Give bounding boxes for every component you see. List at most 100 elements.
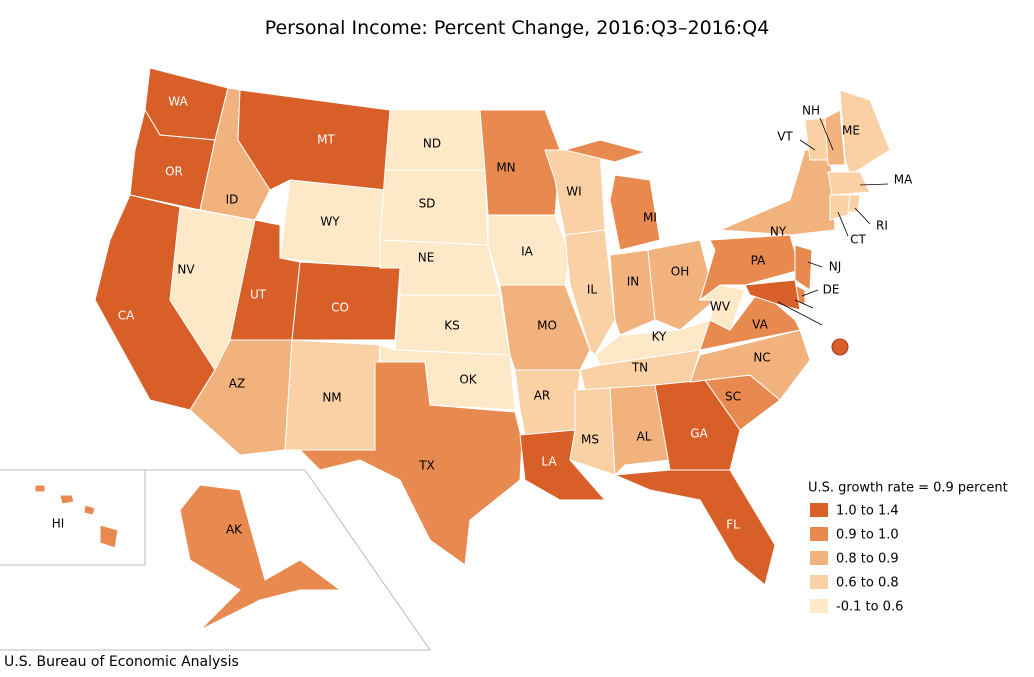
legend-label: 0.8 to 0.9 <box>836 552 899 567</box>
state-label: UT <box>250 288 267 302</box>
state-label: CT <box>850 233 866 247</box>
state-label: WI <box>566 185 581 199</box>
state-label: WV <box>710 300 731 314</box>
legend-label: -0.1 to 0.6 <box>836 600 903 615</box>
state-label: SD <box>419 197 436 211</box>
state <box>794 244 813 291</box>
state-label: OR <box>165 165 183 179</box>
state-label: ME <box>842 124 860 138</box>
state-label: AZ <box>229 377 245 391</box>
state <box>59 494 75 505</box>
state <box>609 384 671 477</box>
state-label: OK <box>459 373 477 387</box>
legend-swatch <box>810 527 828 541</box>
state <box>563 139 647 163</box>
state <box>614 469 776 586</box>
leader-line <box>801 289 819 297</box>
state <box>514 369 581 436</box>
legend-label: 1.0 to 1.4 <box>836 504 899 519</box>
state-label: IN <box>627 275 640 289</box>
leader-line <box>837 211 849 237</box>
legend-label: 0.9 to 1.0 <box>836 528 899 543</box>
leader-line <box>807 261 823 268</box>
leader-line <box>794 299 814 309</box>
state-label: MD <box>817 303 837 317</box>
state-label: KY <box>652 330 667 344</box>
state-label: NJ <box>829 260 842 274</box>
state-label: ND <box>423 137 441 151</box>
state-label: VA <box>752 318 768 332</box>
state-label: MA <box>894 173 913 187</box>
state-label: NE <box>418 251 435 265</box>
state <box>699 234 801 302</box>
state-label: VT <box>777 130 793 144</box>
state-label: FL <box>726 518 740 532</box>
state <box>744 279 801 311</box>
state-label: NH <box>802 104 820 118</box>
hawaii-inset-frame <box>0 469 146 566</box>
leader-line <box>777 301 823 326</box>
state-label: PA <box>751 254 766 268</box>
state <box>719 149 836 236</box>
legend-title: U.S. growth rate = 0.9 percent <box>808 481 1008 496</box>
state-label: CO <box>331 301 349 315</box>
state <box>824 109 846 166</box>
legend-label: 0.6 to 0.8 <box>836 576 899 591</box>
state-label: MN <box>496 161 515 175</box>
state <box>839 89 891 176</box>
legend-swatch <box>810 575 828 589</box>
state-label: MI <box>643 211 657 225</box>
state <box>34 484 46 493</box>
state-label: DC <box>825 322 843 336</box>
state <box>569 387 616 476</box>
state-label: TX <box>418 459 435 473</box>
state <box>237 89 391 191</box>
state <box>83 504 96 516</box>
source: U.S. Bureau of Economic Analysis <box>4 654 239 670</box>
state-label: NC <box>753 351 770 365</box>
state-label: AK <box>226 523 243 537</box>
state-label: MT <box>317 133 335 147</box>
state-label: NY <box>770 225 787 239</box>
state <box>298 361 523 566</box>
state <box>609 174 661 251</box>
leader-line <box>854 207 871 225</box>
state-label: GA <box>690 427 708 441</box>
state <box>291 261 401 341</box>
state-label: SC <box>725 390 741 404</box>
legend-swatch <box>810 551 828 565</box>
state-label: AR <box>534 389 551 403</box>
state <box>179 484 342 631</box>
state-label: TN <box>631 361 648 375</box>
state-label: OH <box>671 265 689 279</box>
state-label: WY <box>320 215 340 229</box>
state-label: RI <box>876 219 888 233</box>
map-title: Personal Income: Percent Change, 2016:Q3… <box>265 17 770 39</box>
state-label: LA <box>541 455 557 469</box>
state-label: MS <box>581 433 599 447</box>
state-label: AL <box>637 430 652 444</box>
state <box>829 194 851 221</box>
state <box>831 338 849 356</box>
alaska-inset-frame <box>0 469 431 651</box>
state <box>827 171 871 196</box>
state-label: ID <box>226 193 239 207</box>
state <box>647 239 716 331</box>
state-label: MO <box>537 319 557 333</box>
state <box>847 194 861 213</box>
state-label: WA <box>168 95 188 109</box>
state <box>689 329 811 401</box>
leader-line <box>819 117 834 151</box>
state <box>99 524 119 549</box>
legend-swatch <box>810 503 828 517</box>
leader-line <box>859 183 889 186</box>
state-label: IL <box>587 283 598 297</box>
legend-swatch <box>810 599 828 613</box>
state-label: NM <box>322 391 341 405</box>
state-label: CA <box>118 309 135 323</box>
state-label: DE <box>823 283 840 297</box>
state-label: NV <box>177 263 195 277</box>
state <box>479 109 561 216</box>
state <box>609 249 656 336</box>
